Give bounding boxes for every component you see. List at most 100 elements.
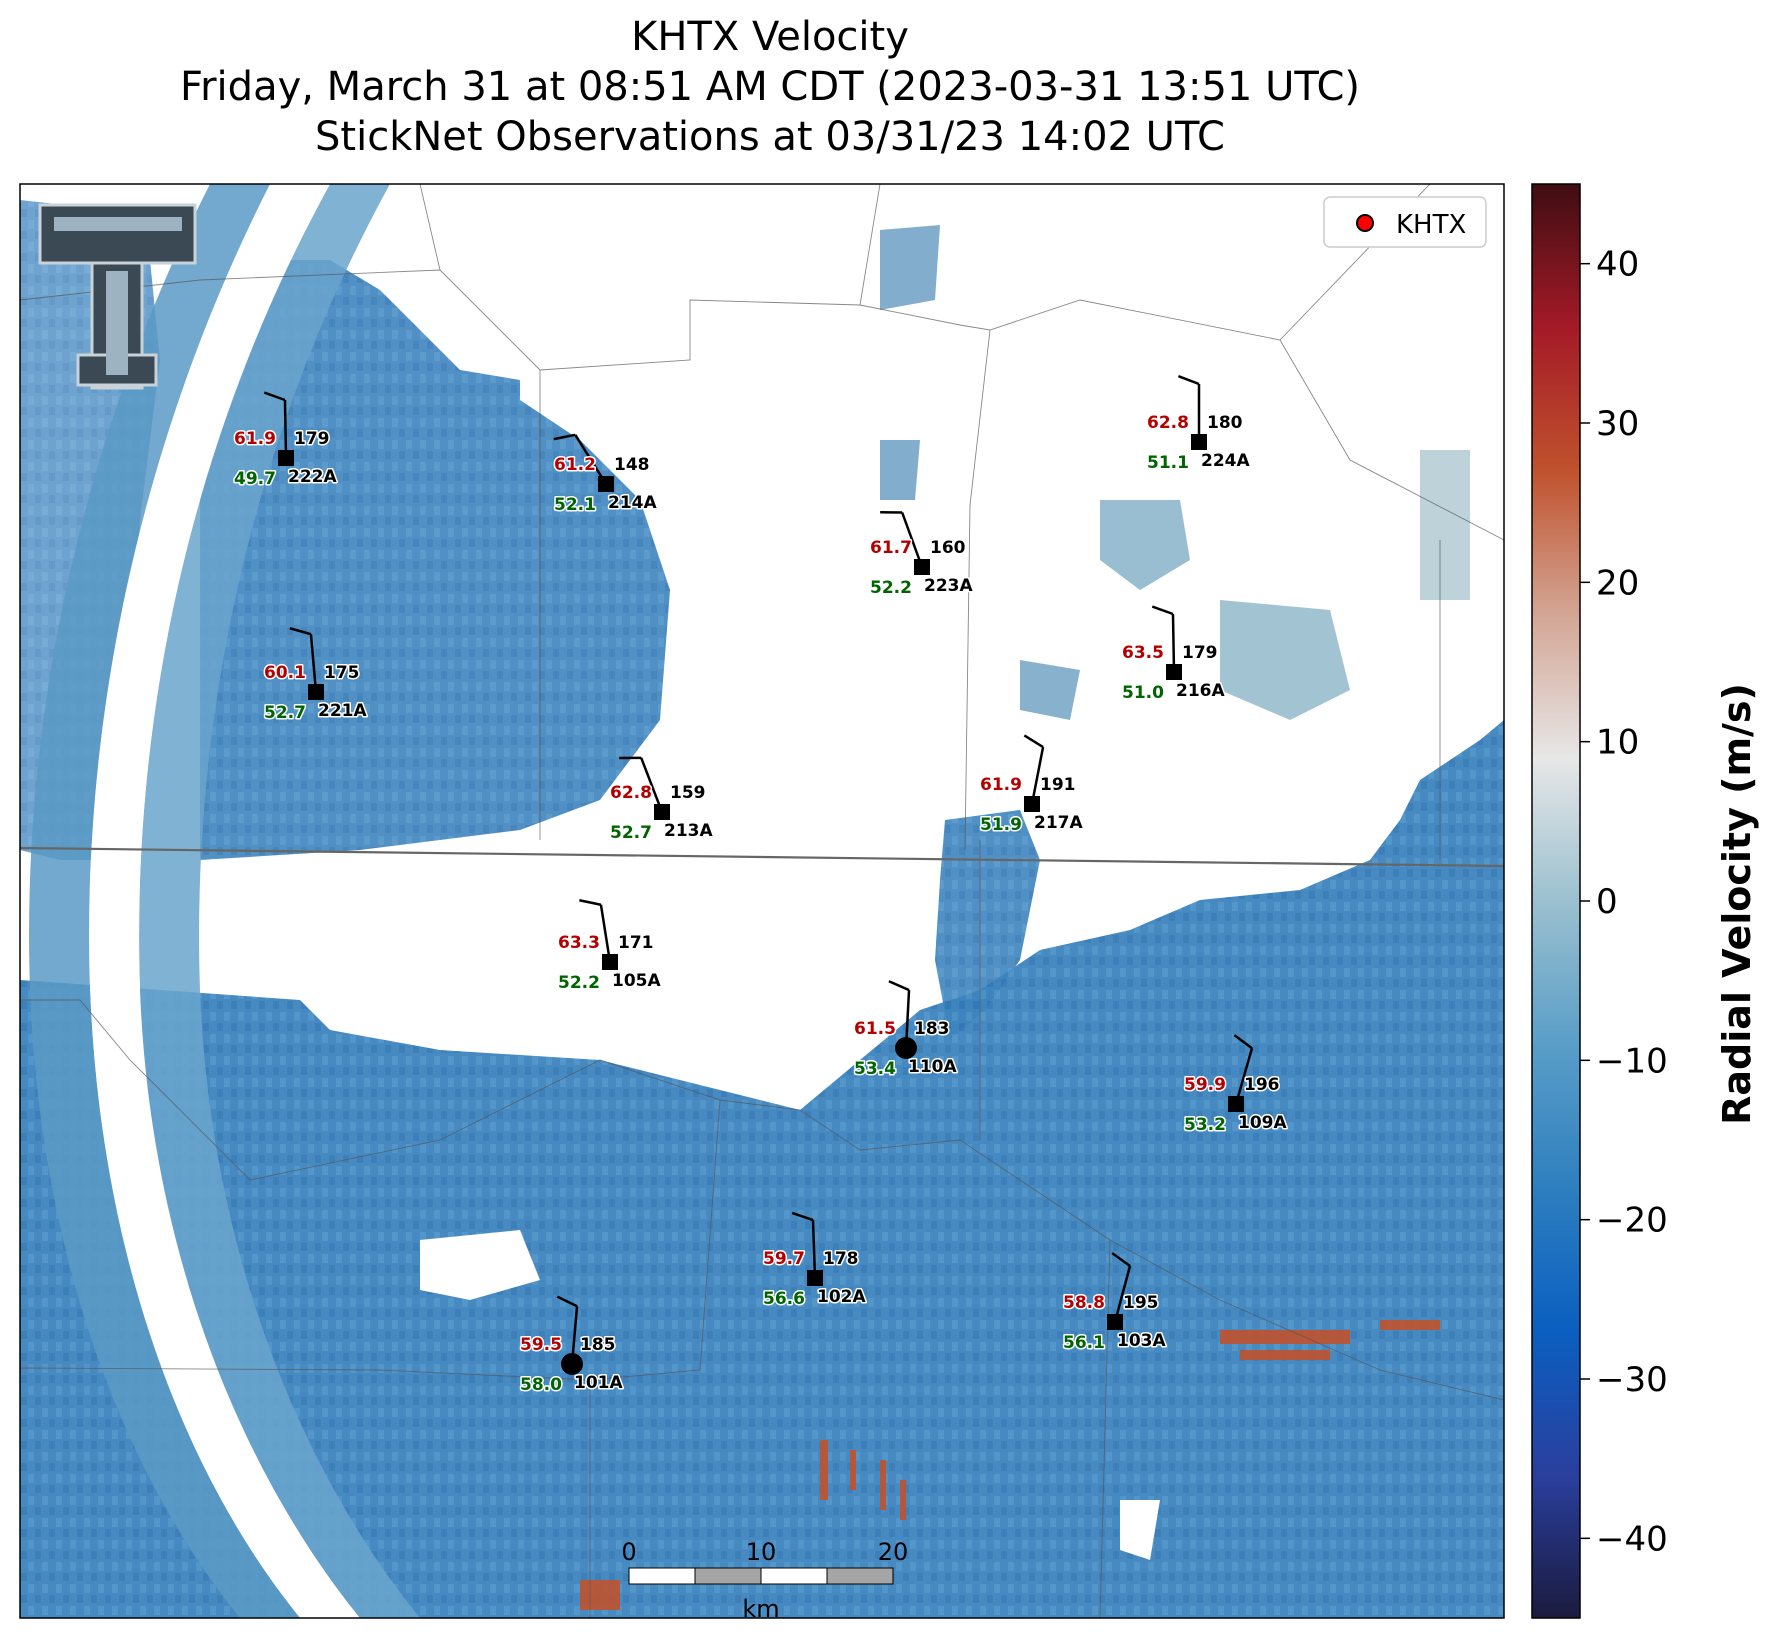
wind-barb-shaft	[1171, 613, 1176, 673]
station-id: 224A	[1201, 451, 1250, 471]
wind-barb-shaft	[574, 434, 608, 485]
colorbar-tick-label: −40	[1596, 1519, 1668, 1559]
station-wind-direction: 179	[294, 429, 330, 449]
scale-label-10: 10	[746, 1538, 777, 1566]
station-wind-direction: 159	[670, 783, 706, 803]
station-wind-direction: 178	[823, 1249, 859, 1269]
station-marker-square	[1024, 796, 1040, 812]
colorbar-tick-label: 40	[1596, 245, 1639, 285]
station-marker-circle	[895, 1037, 917, 1059]
station-marker-square	[807, 1270, 823, 1286]
station-temperature: 61.2	[554, 455, 596, 475]
station-wind-direction: 183	[914, 1019, 950, 1039]
station-dewpoint: 49.7	[234, 469, 276, 489]
station-wind-direction: 179	[1182, 643, 1218, 663]
station-wind-direction: 148	[614, 455, 650, 475]
wind-barb-flag	[579, 899, 602, 906]
wind-barb-shaft	[900, 512, 924, 568]
scale-label-0: 0	[621, 1538, 636, 1566]
station-wind-direction: 196	[1244, 1075, 1280, 1095]
station-marker-square	[602, 954, 618, 970]
station-dewpoint: 58.0	[520, 1375, 562, 1395]
station-223A: 61.7 160 52.2 223A	[869, 510, 975, 600]
wind-barb-flag	[1233, 1034, 1253, 1050]
wind-barb-flag	[1151, 605, 1174, 616]
station-temperature: 62.8	[610, 783, 652, 803]
velocity-field	[20, 184, 1504, 1618]
station-marker-square	[914, 559, 930, 575]
station-105A: 63.3 171 52.2 105A	[557, 899, 663, 995]
station-temperature: 61.7	[870, 538, 912, 558]
station-id: 109A	[1238, 1113, 1287, 1133]
station-214A: 61.2 148 52.1 214A	[553, 433, 659, 517]
station-temperature: 59.9	[1184, 1075, 1226, 1095]
station-dewpoint: 52.2	[870, 578, 912, 598]
station-wind-direction: 195	[1123, 1293, 1159, 1313]
station-temperature: 59.5	[520, 1335, 562, 1355]
wind-barb-flag	[1023, 734, 1044, 749]
wind-barb-shaft	[283, 399, 288, 459]
station-id: 221A	[318, 701, 367, 721]
legend-marker	[1356, 214, 1374, 232]
wind-barb-shaft	[1113, 1265, 1132, 1323]
station-marker-circle	[561, 1353, 583, 1375]
plot-frame	[19, 183, 1505, 1619]
wind-barb-shaft	[811, 1219, 817, 1279]
station-dewpoint: 52.1	[554, 495, 596, 515]
station-temperature: 63.5	[1122, 643, 1164, 663]
colorbar-tick-label: 30	[1596, 404, 1639, 444]
station-marker-square	[278, 450, 294, 466]
scale-label-20: 20	[878, 1538, 909, 1566]
map-legend	[1323, 196, 1487, 248]
wind-barb-flag	[289, 627, 312, 636]
station-101A: 59.5 185 58.0 101A	[519, 1295, 625, 1397]
station-marker-square	[1228, 1096, 1244, 1112]
scale-bar	[628, 1567, 894, 1585]
station-wind-direction: 191	[1040, 775, 1076, 795]
station-id: 214A	[608, 493, 657, 513]
station-id: 222A	[288, 467, 337, 487]
wind-barb-shaft	[1234, 1047, 1254, 1105]
station-temperature: 61.5	[854, 1019, 896, 1039]
colorbar-label: Radial Velocity (m/s)	[1715, 683, 1759, 1125]
texas-tech-logo	[38, 203, 197, 390]
colorbar-tick-label: −20	[1596, 1201, 1668, 1241]
colorbar-tick-label: 20	[1596, 563, 1639, 603]
station-temperature: 63.3	[558, 933, 600, 953]
station-marker-square	[1107, 1314, 1123, 1330]
wind-barb-flag	[888, 980, 910, 992]
station-221A: 60.1 175 52.7 221A	[263, 627, 369, 725]
station-id: 216A	[1176, 681, 1225, 701]
station-wind-direction: 185	[580, 1335, 616, 1355]
legend-label: KHTX	[1396, 210, 1466, 240]
wind-barb-flag	[1111, 1252, 1131, 1267]
scale-unit: km	[742, 1595, 779, 1623]
station-wind-direction: 171	[618, 933, 654, 953]
wind-barb-flag	[553, 433, 576, 441]
station-temperature: 58.8	[1063, 1293, 1105, 1313]
station-dewpoint: 52.2	[558, 973, 600, 993]
station-dewpoint: 56.1	[1063, 1333, 1105, 1353]
wind-barb-shaft	[599, 904, 612, 963]
station-dewpoint: 51.9	[980, 815, 1022, 835]
station-213A: 62.8 159 52.7 213A	[609, 756, 715, 845]
station-id: 213A	[664, 821, 713, 841]
station-222A: 61.9 179 49.7 222A	[233, 391, 339, 491]
station-217A: 61.9 191 51.9 217A	[979, 734, 1085, 837]
sticknet-stations: 61.9 179 49.7 222A 61.2 148 52.1 214A 61.7 160 52.…	[233, 375, 1289, 1397]
station-dewpoint: 52.7	[610, 823, 652, 843]
station-102A: 59.7 178 56.6 102A	[762, 1211, 868, 1311]
station-103A: 58.8 195 56.1 103A	[1062, 1252, 1168, 1355]
station-109A: 59.9 196 53.2 109A	[1183, 1034, 1289, 1137]
station-marker-square	[598, 476, 614, 492]
wind-barb-flag	[263, 391, 286, 402]
station-id: 217A	[1034, 813, 1083, 833]
colorbar-tick-label: 10	[1596, 723, 1639, 763]
wind-barb-shaft	[640, 757, 664, 813]
station-wind-direction: 160	[930, 538, 966, 558]
station-marker-square	[1191, 434, 1207, 450]
station-dewpoint: 53.4	[854, 1059, 896, 1079]
station-id: 101A	[574, 1373, 623, 1393]
station-dewpoint: 52.7	[264, 703, 306, 723]
